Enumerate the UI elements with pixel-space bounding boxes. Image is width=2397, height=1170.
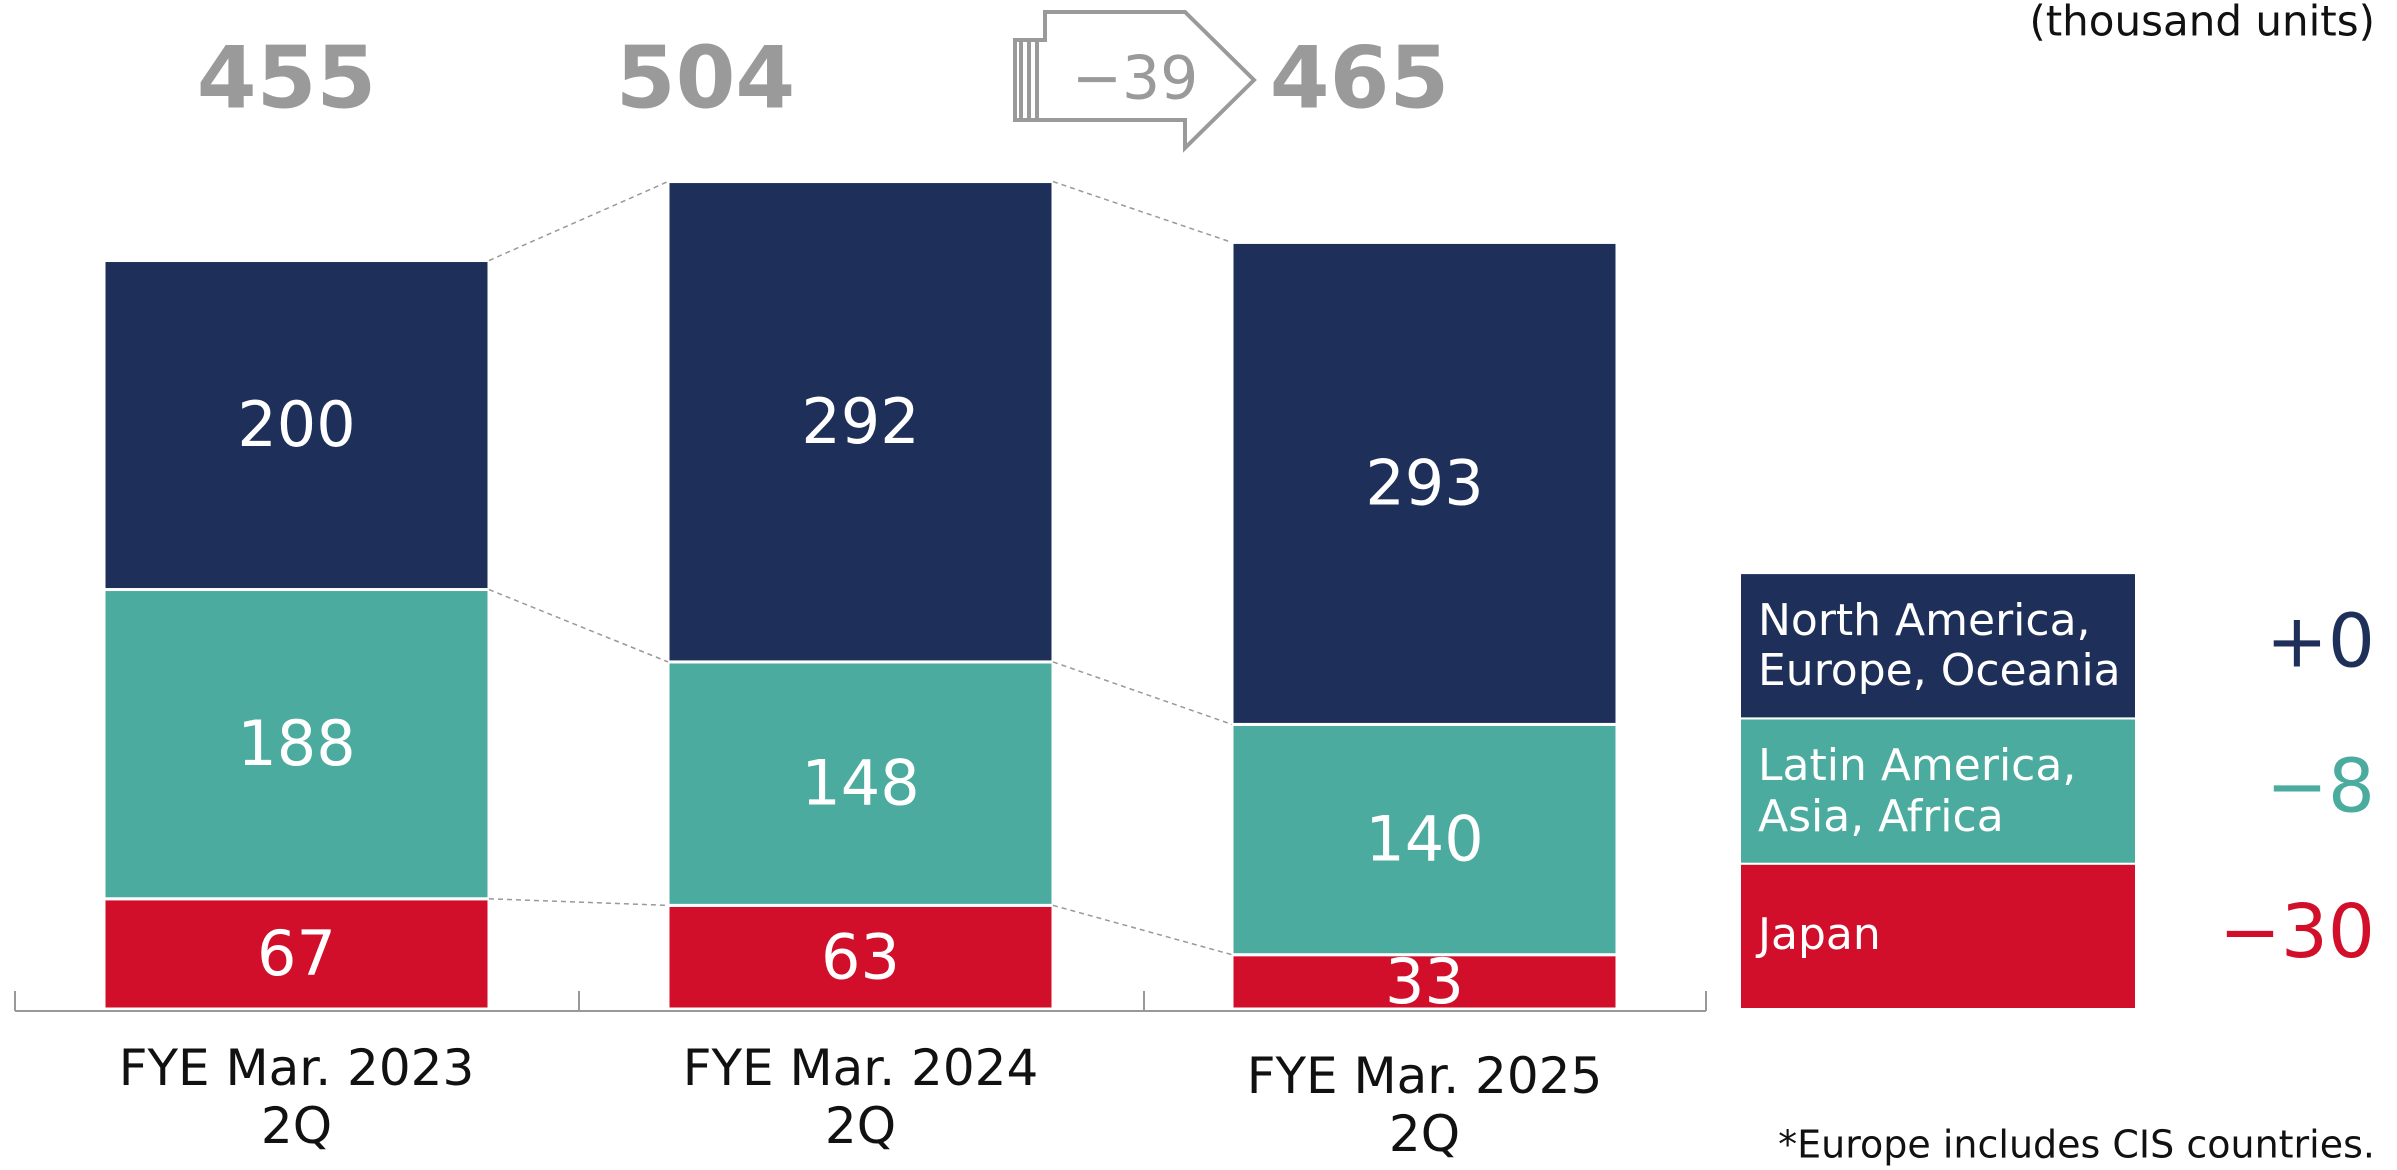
total-label: 504 xyxy=(616,28,796,128)
connector xyxy=(1052,180,1233,244)
bar-segment xyxy=(102,897,491,1011)
connector xyxy=(488,898,669,907)
series-change: −8 xyxy=(2266,744,2375,830)
segment-label: 293 xyxy=(1365,447,1483,520)
bar-segment xyxy=(666,180,1055,664)
footnote: *Europe includes CIS countries. xyxy=(1778,1123,2375,1167)
connector xyxy=(488,588,669,663)
series-change: −30 xyxy=(2219,889,2375,975)
segment-label: 200 xyxy=(237,388,355,461)
segment-label: 63 xyxy=(821,920,900,993)
legend-swatch xyxy=(1739,717,2137,865)
segment-label: 148 xyxy=(801,747,919,820)
x-tick-label: FYE Mar. 2024 2Q xyxy=(682,1039,1039,1155)
segment-label: 67 xyxy=(257,917,336,990)
legend-label: Latin America, Asia, Africa xyxy=(1758,740,2077,842)
connector xyxy=(488,180,669,262)
unit-label: (thousand units) xyxy=(2029,0,2375,46)
legend-swatch xyxy=(1739,862,2137,1011)
legend-swatch xyxy=(1739,572,2137,720)
connector xyxy=(1052,904,1233,956)
bar-segment xyxy=(666,660,1055,907)
series-change: +0 xyxy=(2266,598,2375,684)
bar-segment xyxy=(666,903,1055,1011)
connector xyxy=(1052,661,1233,726)
bar-segment xyxy=(102,259,491,592)
legend-label: North America, Europe, Oceania xyxy=(1758,594,2121,697)
segment-label: 140 xyxy=(1365,803,1483,876)
change-label: −39 xyxy=(1072,44,1199,114)
legend-label: Japan xyxy=(1758,909,1881,961)
total-label: 455 xyxy=(197,28,377,128)
segment-label: 292 xyxy=(801,385,919,458)
x-tick-label: FYE Mar. 2025 2Q xyxy=(1246,1047,1603,1163)
bar-segment xyxy=(1230,240,1619,726)
total-label: 465 xyxy=(1270,28,1450,128)
segment-label: 33 xyxy=(1385,945,1464,1018)
bar-segment xyxy=(1230,722,1619,957)
segment-label: 188 xyxy=(237,707,355,780)
bar-segment xyxy=(1230,953,1619,1011)
x-tick-label: FYE Mar. 2023 2Q xyxy=(118,1039,475,1155)
